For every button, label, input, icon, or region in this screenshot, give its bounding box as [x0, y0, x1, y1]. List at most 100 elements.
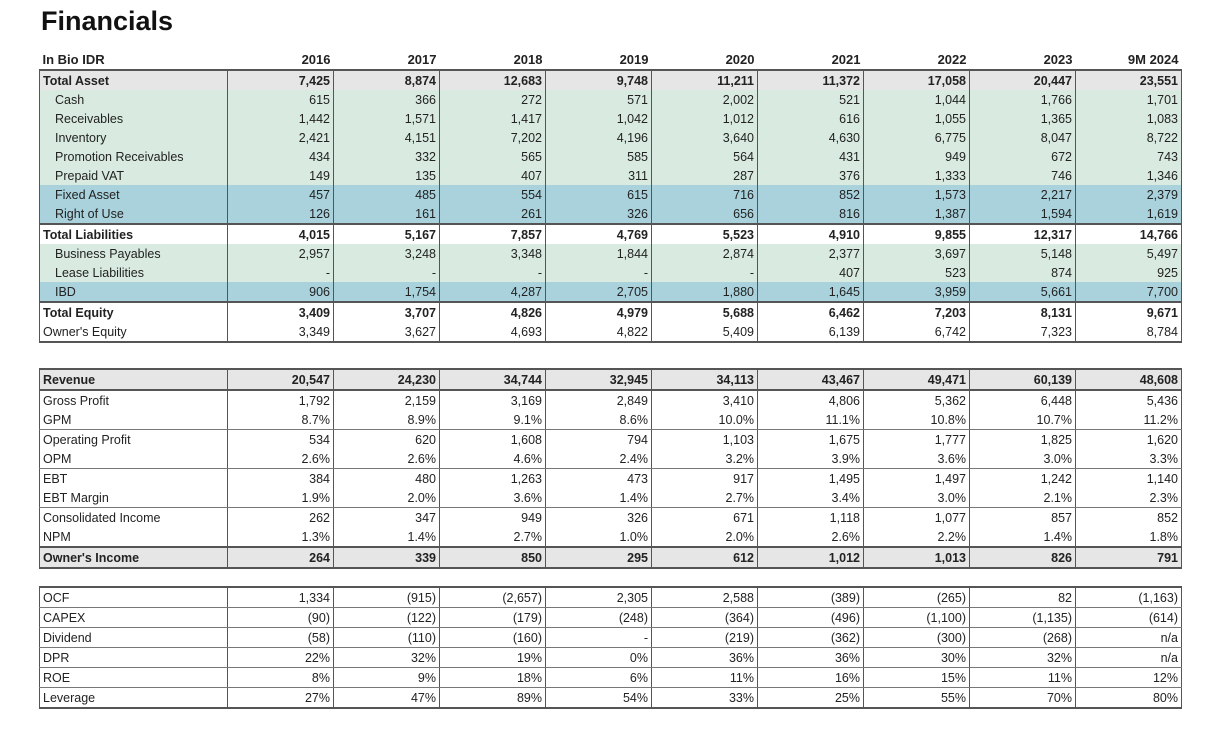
value-cell: 3,248	[333, 244, 440, 263]
table-row: Right of Use 126 161 261 326 656 816 1,387 1,594…	[39, 204, 1182, 224]
value-cell: 1,766	[969, 90, 1076, 109]
value-cell: 1.4%	[545, 488, 652, 508]
value-cell: 7,425	[227, 69, 334, 90]
value-cell: 6,462	[757, 301, 864, 322]
value-cell: 3.6%	[439, 488, 546, 508]
value-cell: 1,573	[863, 185, 970, 204]
table-row: NPM 1.3% 1.4% 2.7% 1.0% 2.0% 2.6% 2.2% 1.4% 1.8%	[39, 527, 1182, 547]
value-cell: 2,588	[651, 586, 758, 608]
value-cell: 434	[227, 147, 334, 166]
row-label: Promotion Receivables	[39, 147, 228, 166]
value-cell: 746	[969, 166, 1076, 185]
table-row: Total Liabilities 4,015 5,167 7,857 4,769 5,5…	[39, 223, 1182, 244]
value-cell: 671	[651, 507, 758, 527]
value-cell: (614)	[1075, 607, 1182, 628]
value-cell: 3,627	[333, 322, 440, 343]
value-cell: 2.0%	[651, 527, 758, 547]
value-cell: 326	[545, 507, 652, 527]
value-cell: 2.6%	[757, 527, 864, 547]
value-cell: 5,362	[863, 390, 970, 410]
value-cell: 311	[545, 166, 652, 185]
value-cell: (389)	[757, 586, 864, 608]
row-label: Lease Liabilities	[39, 263, 228, 282]
year-header: 2023	[1043, 51, 1073, 67]
value-cell: (268)	[969, 627, 1076, 648]
value-cell: 2.6%	[333, 449, 440, 469]
value-cell: 672	[969, 147, 1076, 166]
value-cell: 1,442	[227, 109, 334, 128]
table-row: Fixed Asset 457 485 554 615 716 852 1,573 2,217 2…	[39, 185, 1182, 204]
value-cell: 3,349	[227, 322, 334, 343]
row-label: Total Asset	[39, 69, 228, 90]
table-row: Receivables 1,442 1,571 1,417 1,042 1,012 616 1…	[39, 109, 1182, 128]
value-cell: 12,317	[969, 223, 1076, 244]
table-row: Cash 615 366 272 571 2,002 521 1,044 1,766 1,701	[39, 90, 1182, 109]
row-label: Operating Profit	[39, 429, 228, 449]
year-header: 2017	[407, 51, 437, 67]
value-cell: (160)	[439, 627, 546, 648]
row-label: Leverage	[39, 687, 228, 709]
value-cell: 2,421	[227, 128, 334, 147]
value-cell: 1.0%	[545, 527, 652, 547]
value-cell: 5,523	[651, 223, 758, 244]
row-label: Fixed Asset	[39, 185, 228, 204]
value-cell: 12%	[1075, 667, 1182, 688]
value-cell: 3.4%	[757, 488, 864, 508]
value-cell: 1.9%	[227, 488, 334, 508]
value-cell: 80%	[1075, 687, 1182, 709]
cashflow-table: OCF 1,334 (915) (2,657) 2,305 2,588 (389) (265)…	[39, 586, 1182, 709]
value-cell: 7,700	[1075, 282, 1182, 302]
value-cell: 1,333	[863, 166, 970, 185]
value-cell: (364)	[651, 607, 758, 628]
value-cell: 4,196	[545, 128, 652, 147]
row-label: Revenue	[39, 368, 228, 391]
value-cell: (496)	[757, 607, 864, 628]
value-cell: 554	[439, 185, 546, 204]
value-cell: 1,103	[651, 429, 758, 449]
year-header: 2020	[725, 51, 755, 67]
row-label: Gross Profit	[39, 390, 228, 410]
value-cell: 1,880	[651, 282, 758, 302]
value-cell: 8,131	[969, 301, 1076, 322]
value-cell: 5,436	[1075, 390, 1182, 410]
value-cell: 6,775	[863, 128, 970, 147]
value-cell: 3.0%	[863, 488, 970, 508]
value-cell: 2.7%	[439, 527, 546, 547]
value-cell: (219)	[651, 627, 758, 648]
unit-label: In Bio IDR	[42, 51, 105, 67]
value-cell: 161	[333, 204, 440, 224]
value-cell: 9,748	[545, 69, 652, 90]
table-row: OCF 1,334 (915) (2,657) 2,305 2,588 (389) (265)…	[39, 586, 1182, 608]
balance-sheet-table: In Bio IDR 2016 2017 2018 2019 2020 2021 2022 20…	[39, 50, 1182, 343]
value-cell: 19%	[439, 647, 546, 668]
value-cell: 816	[757, 204, 864, 224]
value-cell: 1,701	[1075, 90, 1182, 109]
value-cell: (1,163)	[1075, 586, 1182, 608]
value-cell: n/a	[1075, 627, 1182, 648]
value-cell: -	[439, 263, 546, 282]
value-cell: 407	[757, 263, 864, 282]
row-label: Inventory	[39, 128, 228, 147]
value-cell: 521	[757, 90, 864, 109]
value-cell: 473	[545, 468, 652, 488]
table-row: Owner's Equity 3,349 3,627 4,693 4,822 5,409 6…	[39, 322, 1182, 343]
value-cell: (265)	[863, 586, 970, 608]
row-label: IBD	[39, 282, 228, 302]
value-cell: 10.8%	[863, 410, 970, 430]
value-cell: 89%	[439, 687, 546, 709]
value-cell: 15%	[863, 667, 970, 688]
value-cell: 4,910	[757, 223, 864, 244]
table-row: Business Payables 2,957 3,248 3,348 1,844 2,8…	[39, 244, 1182, 263]
table-row: Lease Liabilities - - - - -407 523 874 925	[39, 263, 1182, 282]
value-cell: 272	[439, 90, 546, 109]
value-cell: 2,377	[757, 244, 864, 263]
row-label: ROE	[39, 667, 228, 688]
value-cell: 2.2%	[863, 527, 970, 547]
value-cell: 4,826	[439, 301, 546, 322]
value-cell: 30%	[863, 647, 970, 668]
year-header: 2016	[301, 51, 331, 67]
value-cell: 366	[333, 90, 440, 109]
value-cell: 9,671	[1075, 301, 1182, 322]
value-cell: 906	[227, 282, 334, 302]
value-cell: 3,640	[651, 128, 758, 147]
